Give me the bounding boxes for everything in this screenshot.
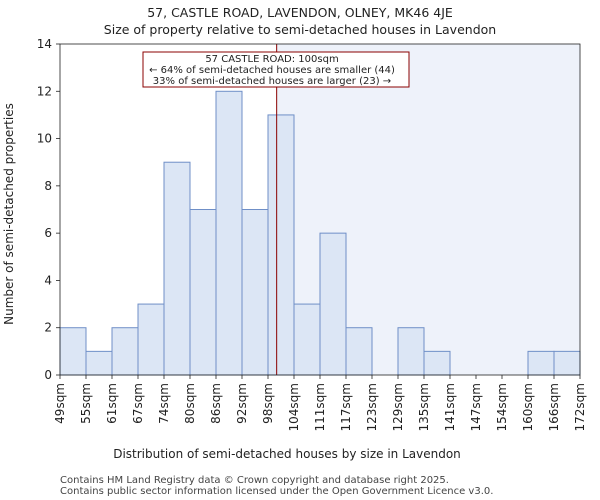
footer-line-1: Contains HM Land Registry data © Crown c… — [60, 475, 449, 486]
y-tick-label: 14 — [37, 37, 52, 51]
x-tick-label: 166sqm — [547, 383, 561, 431]
x-tick-label: 141sqm — [443, 383, 457, 431]
x-tick-label: 111sqm — [313, 383, 327, 431]
y-tick-label: 10 — [37, 132, 52, 146]
y-tick-label: 6 — [44, 226, 52, 240]
bar-98sqm — [267, 114, 295, 376]
annotation-line-1: 57 CASTLE ROAD: 100sqm — [205, 54, 338, 65]
x-tick-label: 55sqm — [79, 383, 93, 424]
x-tick-label: 123sqm — [365, 383, 379, 431]
annotation-line-2: ← 64% of semi-detached houses are smalle… — [149, 65, 395, 76]
x-tick-label: 92sqm — [235, 383, 249, 424]
bar-135sqm — [423, 350, 451, 376]
x-tick-label: 154sqm — [495, 383, 509, 431]
bar-86sqm — [215, 90, 243, 376]
x-tick-label: 104sqm — [287, 383, 301, 431]
x-tick-label: 67sqm — [131, 383, 145, 424]
bar-61sqm — [111, 327, 139, 376]
x-tick-label: 61sqm — [105, 383, 119, 424]
bar-74sqm — [163, 161, 191, 376]
x-tick-label: 117sqm — [339, 383, 353, 431]
bar-92sqm — [241, 209, 269, 376]
chart-subtitle: Size of property relative to semi-detach… — [104, 22, 496, 37]
x-tick-label: 172sqm — [573, 383, 587, 431]
y-tick-label: 0 — [44, 368, 52, 382]
x-tick-label: 49sqm — [53, 383, 67, 424]
footer-line-2: Contains public sector information licen… — [60, 486, 493, 497]
bar-117sqm — [345, 327, 373, 376]
bar-80sqm — [189, 209, 217, 376]
bar-67sqm — [137, 303, 165, 376]
annotation-box: 57 CASTLE ROAD: 100sqm ← 64% of semi-det… — [142, 51, 410, 88]
chart-title: 57, CASTLE ROAD, LAVENDON, OLNEY, MK46 4… — [147, 5, 453, 20]
x-tick-label: 98sqm — [261, 383, 275, 424]
x-tick-label: 129sqm — [391, 383, 405, 431]
y-tick-label: 2 — [44, 321, 52, 335]
bar-160sqm — [527, 350, 555, 376]
y-axis-label: Number of semi-detached properties — [2, 103, 16, 325]
y-tick-label: 12 — [37, 84, 52, 98]
x-tick-label: 147sqm — [469, 383, 483, 431]
x-tick-label: 135sqm — [417, 383, 431, 431]
bar-49sqm — [59, 327, 87, 376]
x-axis-label: Distribution of semi-detached houses by … — [113, 447, 461, 461]
x-tick-label: 80sqm — [183, 383, 197, 424]
bar-55sqm — [85, 350, 113, 376]
x-tick-label: 74sqm — [157, 383, 171, 424]
annotation-line-3: 33% of semi-detached houses are larger (… — [153, 76, 391, 87]
y-tick-label: 8 — [44, 179, 52, 193]
bar-166sqm — [553, 350, 581, 376]
x-tick-label: 160sqm — [521, 383, 535, 431]
bar-129sqm — [397, 327, 425, 376]
bar-111sqm — [319, 232, 347, 376]
x-tick-label: 86sqm — [209, 383, 223, 424]
bar-104sqm — [293, 303, 321, 376]
y-tick-label: 4 — [44, 273, 52, 287]
